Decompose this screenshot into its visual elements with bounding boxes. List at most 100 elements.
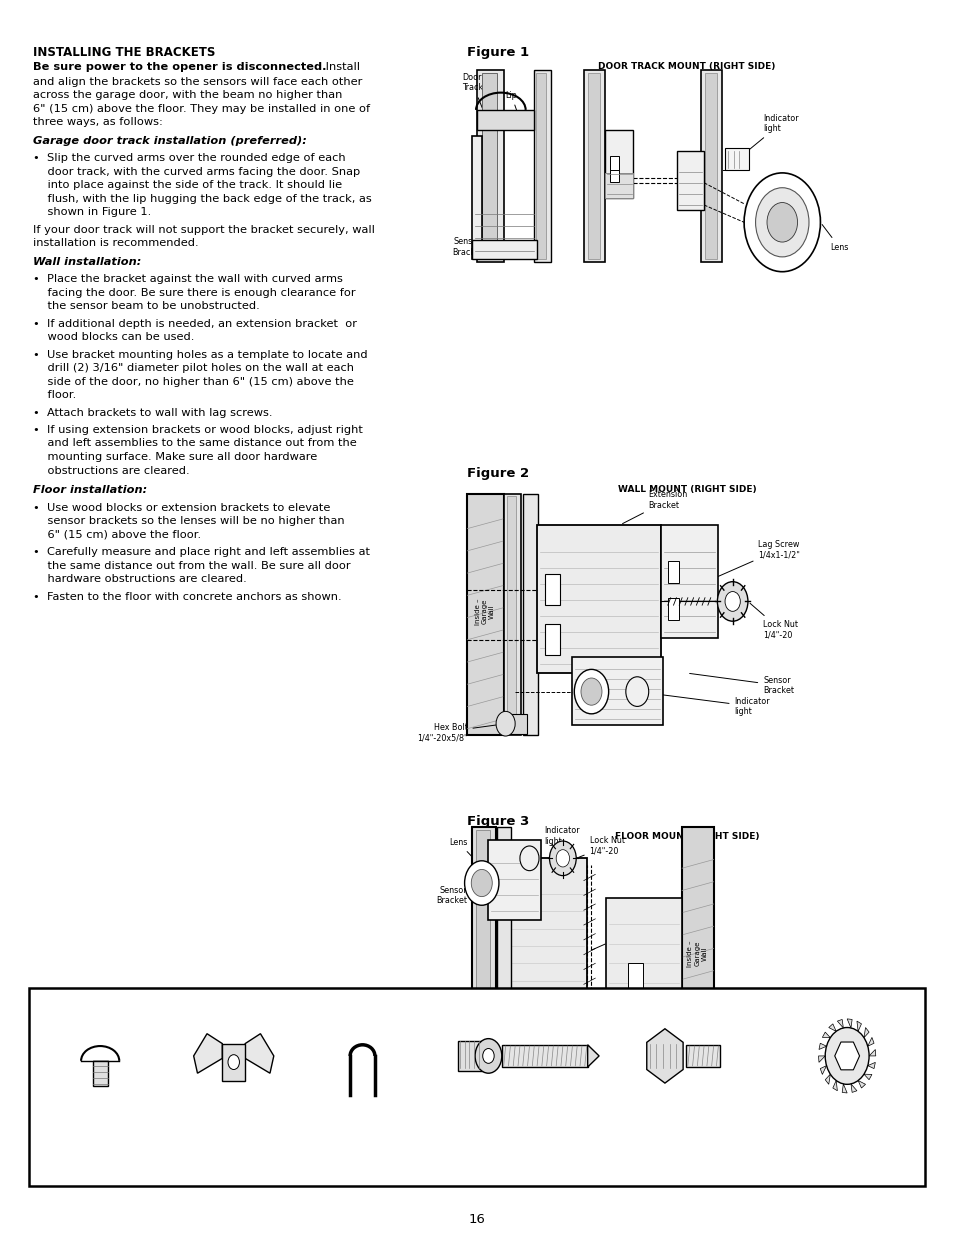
- Text: wood blocks can be used.: wood blocks can be used.: [33, 332, 194, 342]
- Bar: [604, 173, 633, 198]
- Bar: [583, 70, 604, 262]
- Bar: [627, 1025, 642, 1052]
- Polygon shape: [193, 1034, 222, 1073]
- Bar: [685, 1045, 720, 1067]
- Text: Inside –
Garage
Wall: Inside – Garage Wall: [687, 940, 706, 967]
- Text: Lock Nut
1/4"-20: Lock Nut 1/4"-20: [749, 603, 798, 640]
- Bar: [572, 657, 662, 725]
- Text: obstructions are cleared.: obstructions are cleared.: [33, 466, 190, 475]
- Text: •  Use wood blocks or extension brackets to elevate: • Use wood blocks or extension brackets …: [33, 503, 331, 513]
- Bar: [544, 574, 559, 605]
- Text: Lock Nut
1/4"-20: Lock Nut 1/4"-20: [578, 836, 624, 857]
- Text: the same distance out from the wall. Be sure all door: the same distance out from the wall. Be …: [33, 561, 351, 571]
- Text: INSTALLING THE BRACKETS: INSTALLING THE BRACKETS: [33, 46, 215, 59]
- Circle shape: [824, 1028, 868, 1084]
- Circle shape: [465, 1044, 478, 1061]
- Text: Carriage Bolt
1/4"-20x1/2": Carriage Bolt 1/4"-20x1/2": [72, 1124, 128, 1144]
- Text: Lens: Lens: [600, 694, 619, 726]
- Circle shape: [464, 861, 498, 905]
- Text: 6" (15 cm) above the floor. They may be installed in one of: 6" (15 cm) above the floor. They may be …: [33, 104, 370, 114]
- Polygon shape: [837, 1019, 842, 1028]
- Bar: [92, 1061, 108, 1086]
- Polygon shape: [867, 1062, 875, 1068]
- Text: Hex Bolt
1/4"-20x5/8": Hex Bolt 1/4"-20x5/8": [416, 1021, 470, 1051]
- Text: drill (2) 3/16" diameter pilot holes on the wall at each: drill (2) 3/16" diameter pilot holes on …: [33, 363, 354, 373]
- Polygon shape: [824, 1074, 829, 1084]
- Bar: [476, 830, 490, 1072]
- Bar: [609, 157, 618, 182]
- Text: floor.: floor.: [33, 390, 76, 400]
- Text: mounting surface. Make sure all door hardware: mounting surface. Make sure all door har…: [33, 452, 317, 462]
- Text: Floor installation:: Floor installation:: [33, 485, 148, 495]
- Bar: [505, 714, 526, 734]
- Circle shape: [519, 846, 538, 871]
- Circle shape: [482, 1049, 494, 1063]
- Polygon shape: [828, 1024, 835, 1031]
- Polygon shape: [245, 1034, 274, 1073]
- Bar: [681, 827, 713, 1074]
- Text: flush, with the lip hugging the back edge of the track, as: flush, with the lip hugging the back edg…: [33, 194, 372, 204]
- Text: •  If using extension brackets or wood blocks, adjust right: • If using extension brackets or wood bl…: [33, 425, 363, 435]
- Circle shape: [743, 173, 820, 272]
- Text: Be sure power to the opener is disconnected. Install: Be sure power to the opener is disconnec…: [33, 62, 331, 72]
- Bar: [605, 898, 681, 1071]
- Text: Indicator
light: Indicator light: [533, 826, 578, 846]
- Bar: [627, 963, 642, 990]
- Text: Lag Screw
1/4x1-1/2": Lag Screw 1/4x1-1/2": [592, 923, 652, 950]
- Circle shape: [574, 669, 608, 714]
- Text: •  Carefully measure and place right and left assemblies at: • Carefully measure and place right and …: [33, 547, 370, 557]
- Text: Lip: Lip: [505, 90, 518, 117]
- Text: DOOR TRACK MOUNT (RIGHT SIDE): DOOR TRACK MOUNT (RIGHT SIDE): [598, 62, 775, 70]
- Text: Lens: Lens: [821, 225, 847, 252]
- Polygon shape: [856, 1021, 861, 1031]
- Text: and align the brackets so the sensors will face each other: and align the brackets so the sensors wi…: [33, 77, 362, 86]
- Text: the sensor beam to be unobstructed.: the sensor beam to be unobstructed.: [33, 301, 260, 311]
- Text: Sensor
Bracket: Sensor Bracket: [436, 884, 493, 905]
- Bar: [457, 1041, 484, 1071]
- Text: Sensor
Bracket: Sensor Bracket: [452, 225, 484, 257]
- Polygon shape: [834, 1042, 859, 1070]
- Text: •  Place the bracket against the wall with curved arms: • Place the bracket against the wall wit…: [33, 274, 343, 284]
- Text: installation is recommended.: installation is recommended.: [33, 238, 199, 248]
- Bar: [472, 136, 481, 259]
- Bar: [467, 494, 503, 735]
- Bar: [667, 561, 679, 583]
- Bar: [497, 827, 511, 1074]
- Circle shape: [766, 203, 797, 242]
- Circle shape: [549, 841, 576, 876]
- Bar: [506, 496, 516, 732]
- Polygon shape: [846, 1019, 851, 1028]
- Polygon shape: [818, 1044, 825, 1050]
- Text: Figure 3: Figure 3: [467, 815, 529, 829]
- Bar: [534, 70, 551, 262]
- Polygon shape: [832, 1081, 837, 1091]
- Text: Be sure power to the opener is disconnected.: Be sure power to the opener is disconnec…: [33, 62, 327, 72]
- Text: WALL MOUNT (RIGHT SIDE): WALL MOUNT (RIGHT SIDE): [617, 485, 756, 494]
- Circle shape: [459, 1036, 484, 1068]
- Polygon shape: [868, 1050, 875, 1056]
- Text: Extension
Bracket: Extension Bracket: [622, 490, 687, 524]
- Circle shape: [724, 592, 740, 611]
- Bar: [537, 525, 660, 673]
- Text: Staples: Staples: [352, 1124, 382, 1132]
- Bar: [472, 240, 537, 259]
- Text: sensor brackets so the lenses will be no higher than: sensor brackets so the lenses will be no…: [33, 516, 345, 526]
- Bar: [472, 827, 496, 1074]
- Polygon shape: [818, 1056, 824, 1062]
- Text: Lag Screw
1/4x1-1/2": Lag Screw 1/4x1-1/2": [663, 540, 800, 600]
- Bar: [476, 70, 503, 262]
- Bar: [488, 840, 540, 920]
- Text: •  Fasten to the floor with concrete anchors as shown.: • Fasten to the floor with concrete anch…: [33, 592, 342, 601]
- Bar: [587, 73, 599, 259]
- Bar: [544, 624, 559, 655]
- Bar: [503, 494, 520, 735]
- Text: side of the door, no higher than 6" (15 cm) above the: side of the door, no higher than 6" (15 …: [33, 377, 354, 387]
- Bar: [222, 1044, 245, 1081]
- Bar: [604, 130, 633, 198]
- Text: •  If additional depth is needed, an extension bracket  or: • If additional depth is needed, an exte…: [33, 319, 357, 329]
- Circle shape: [471, 869, 492, 897]
- Text: Lens: Lens: [449, 837, 479, 864]
- Circle shape: [580, 678, 601, 705]
- Polygon shape: [857, 1081, 864, 1088]
- Text: Figure 2: Figure 2: [467, 467, 529, 480]
